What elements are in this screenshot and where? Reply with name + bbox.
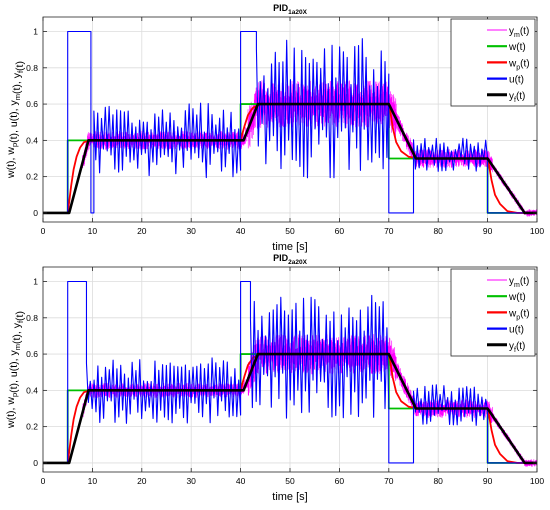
x-tick-label: 100 [530,476,544,486]
legend-entry-label: wp(t) [508,308,530,321]
series-line-u [43,280,537,464]
series-line-yf [43,102,537,215]
series-line-yf [43,352,537,465]
legend-entry-label: w(t) [508,42,526,53]
chart-title: PID1a20X [273,3,307,16]
x-tick-label: 60 [335,476,345,486]
x-tick-label: 10 [88,226,98,236]
y-tick-label: 0.6 [26,349,38,359]
y-tick-label: 1 [33,277,38,287]
y-tick-label: 0.4 [26,135,38,145]
y-axis-label: w(t), wp(t), u(t), ym(t), yf(t) [5,61,26,179]
legend: ym(t) w(t) wp(t) u(t) yf(t) [450,268,536,357]
y-tick-label: 1 [33,27,38,37]
legend-entry-label: ym(t) [509,276,529,289]
y-tick-label: 0.4 [26,385,38,395]
legend-entry-label: u(t) [509,75,524,86]
y-tick-label: 0 [33,208,38,218]
x-tick-label: 50 [285,226,295,236]
legend-entry-label: yf(t) [509,341,525,354]
series-group [43,280,537,467]
x-tick-label: 90 [483,226,493,236]
legend-entry-label: ym(t) [509,26,529,39]
x-tick-label: 40 [236,476,246,486]
legend: ym(t) w(t) wp(t) u(t) yf(t) [450,18,536,107]
legend-entry-label: wp(t) [508,58,530,71]
x-tick-label: 30 [186,476,196,486]
y-axis-label: w(t), wp(t), u(t), ym(t), yf(t) [5,311,26,429]
chart-title: PID2a20X [273,253,307,266]
y-tick-label: 0.8 [26,313,38,323]
x-tick-label: 80 [433,226,443,236]
legend-entry-label: u(t) [509,325,524,336]
series-line-u [43,30,537,214]
x-tick-label: 100 [530,226,544,236]
chart-panel-1: 0 10 20 30 40 50 60 70 80 90 100 0 0.2 0.4 0.6 0.8 1 PID1… [5,3,544,253]
y-tick-label: 0.6 [26,99,38,109]
x-tick-label: 0 [41,476,46,486]
x-tick-label: 70 [384,226,394,236]
x-tick-label: 20 [137,226,147,236]
y-tick-label: 0.8 [26,63,38,73]
x-tick-label: 10 [88,476,98,486]
x-tick-label: 60 [335,226,345,236]
y-tick-label: 0 [33,458,38,468]
legend-entry-label: w(t) [508,292,526,303]
chart-panel-2: 0 10 20 30 40 50 60 70 80 90 100 0 0.2 0.4 0.6 0.8 1 PID2… [5,253,544,503]
x-tick-label: 80 [433,476,443,486]
legend-entry-label: yf(t) [509,91,525,104]
x-tick-label: 50 [285,476,295,486]
x-tick-label: 0 [41,226,46,236]
x-tick-label: 40 [236,226,246,236]
y-tick-label: 0.2 [26,422,38,432]
x-tick-label: 20 [137,476,147,486]
x-tick-label: 30 [186,226,196,236]
x-axis-label: time [s] [272,491,307,503]
x-axis-label: time [s] [272,241,307,253]
x-tick-label: 90 [483,476,493,486]
series-group [43,30,537,217]
x-tick-label: 70 [384,476,394,486]
y-tick-label: 0.2 [26,172,38,182]
